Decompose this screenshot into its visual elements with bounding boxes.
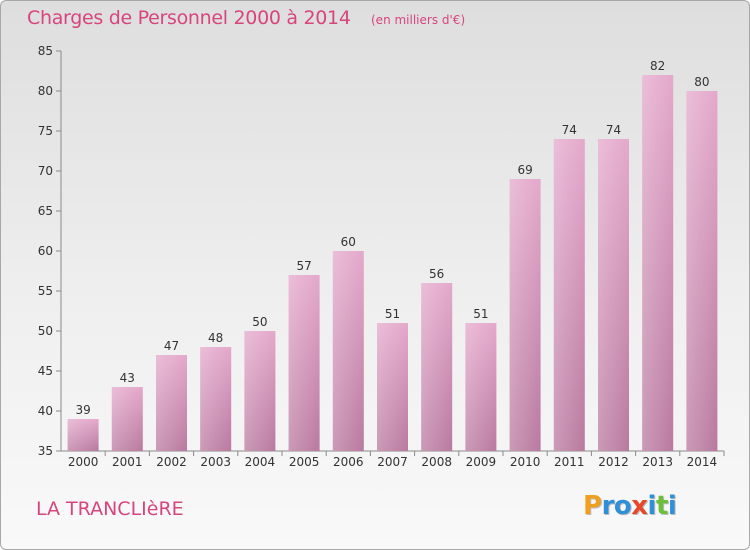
logo-letter: P bbox=[583, 491, 602, 521]
value-label: 74 bbox=[606, 123, 621, 137]
y-tick-label: 60 bbox=[38, 244, 53, 258]
bar-sheen bbox=[288, 275, 320, 451]
y-tick-label: 40 bbox=[38, 404, 53, 418]
value-label: 47 bbox=[164, 339, 179, 353]
y-tick-label: 50 bbox=[38, 324, 53, 338]
logo-letter: x bbox=[631, 491, 648, 521]
bar-sheen bbox=[465, 323, 497, 451]
labels: 39 2000 43 2001 47 2002 48 2003 50 2004 57 2005 60 20… bbox=[68, 59, 717, 469]
chart-subtitle: (en milliers d'€) bbox=[371, 13, 466, 27]
bar-sheen bbox=[686, 91, 718, 451]
bar-sheen bbox=[553, 139, 585, 451]
x-tick-label: 2012 bbox=[598, 455, 629, 469]
value-label: 48 bbox=[208, 331, 223, 345]
value-label: 69 bbox=[517, 163, 532, 177]
value-label: 51 bbox=[473, 307, 488, 321]
bar-sheen bbox=[200, 347, 232, 451]
value-label: 50 bbox=[252, 315, 267, 329]
logo-letter: i bbox=[667, 491, 677, 521]
value-label: 39 bbox=[75, 403, 90, 417]
bar-sheen bbox=[509, 179, 541, 451]
value-label: 60 bbox=[341, 235, 356, 249]
value-label: 51 bbox=[385, 307, 400, 321]
bar-sheen bbox=[642, 75, 674, 451]
value-label: 80 bbox=[694, 75, 709, 89]
x-tick-label: 2001 bbox=[112, 455, 143, 469]
logo-letter: i bbox=[647, 491, 657, 521]
proxiti-logo: Proxiti bbox=[583, 491, 677, 521]
x-tick-label: 2013 bbox=[642, 455, 673, 469]
y-tick-label: 80 bbox=[38, 84, 53, 98]
bar-sheen bbox=[421, 283, 453, 451]
bars bbox=[67, 75, 718, 451]
place-name: LA TRANCLIèRE bbox=[36, 498, 184, 520]
x-tick-label: 2008 bbox=[421, 455, 452, 469]
x-tick-label: 2009 bbox=[466, 455, 497, 469]
bar-sheen bbox=[67, 419, 99, 451]
y-tick-label: 35 bbox=[38, 444, 53, 458]
x-tick-label: 2003 bbox=[200, 455, 231, 469]
bar-sheen bbox=[156, 355, 187, 451]
x-tick-label: 2000 bbox=[68, 455, 99, 469]
y-tick-label: 55 bbox=[38, 284, 53, 298]
bar-sheen bbox=[332, 251, 364, 451]
y-tick-label: 85 bbox=[38, 44, 53, 58]
x-tick-label: 2010 bbox=[510, 455, 541, 469]
x-tick-label: 2014 bbox=[687, 455, 718, 469]
x-tick-label: 2006 bbox=[333, 455, 364, 469]
y-tick-label: 70 bbox=[38, 164, 53, 178]
logo-letter: t bbox=[655, 491, 668, 521]
bar-sheen bbox=[244, 331, 276, 451]
value-label: 82 bbox=[650, 59, 665, 73]
x-tick-label: 2007 bbox=[377, 455, 408, 469]
x-tick-label: 2004 bbox=[245, 455, 276, 469]
value-label: 43 bbox=[120, 371, 135, 385]
bar-sheen bbox=[111, 387, 143, 451]
logo-letter: r bbox=[601, 491, 615, 521]
y-tick-label: 65 bbox=[38, 204, 53, 218]
y-tick-label: 45 bbox=[38, 364, 53, 378]
bar-sheen bbox=[377, 323, 408, 451]
chart-title: Charges de Personnel 2000 à 2014 bbox=[27, 7, 351, 29]
logo-letter: o bbox=[613, 491, 632, 521]
value-label: 56 bbox=[429, 267, 444, 281]
bar-sheen bbox=[598, 139, 629, 451]
x-tick-label: 2002 bbox=[156, 455, 187, 469]
y-tick-label: 75 bbox=[38, 124, 53, 138]
value-label: 57 bbox=[296, 259, 311, 273]
x-tick-label: 2005 bbox=[289, 455, 320, 469]
value-label: 74 bbox=[562, 123, 577, 137]
x-tick-label: 2011 bbox=[554, 455, 585, 469]
